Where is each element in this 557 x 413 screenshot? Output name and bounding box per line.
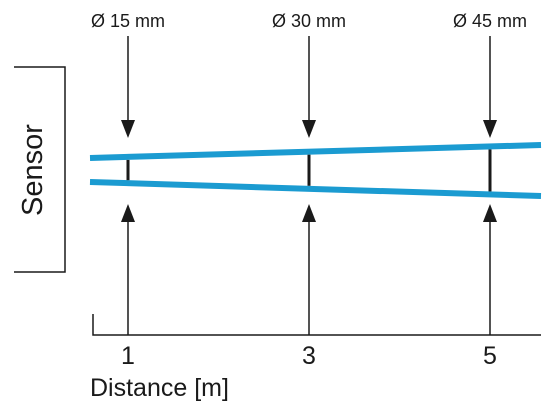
diameter-label: Ø 30 mm [272, 11, 346, 31]
top-arrow-head [302, 120, 316, 138]
beam-upper-line [89, 142, 542, 161]
sensor-bracket [14, 66, 66, 273]
diameter-label: Ø 45 mm [453, 11, 527, 31]
bottom-arrow-head [121, 204, 135, 222]
axis-ticks: 1 3 5 [121, 342, 497, 370]
tick-label: 1 [121, 342, 135, 370]
beam-lower-line [89, 179, 542, 199]
x-axis-label: Distance [m] [90, 374, 229, 402]
sensor-label: Sensor [17, 124, 49, 216]
bottom-arrow-head [483, 204, 497, 222]
top-arrow-head [483, 120, 497, 138]
measurement-markers: Ø 15 mm Ø 30 mm Ø 45 mm [91, 11, 527, 335]
distance-axis [92, 314, 541, 336]
tick-label: 3 [302, 342, 316, 370]
bottom-arrow-head [302, 204, 316, 222]
top-arrow-head [121, 120, 135, 138]
tick-label: 5 [483, 342, 497, 370]
diameter-label: Ø 15 mm [91, 11, 165, 31]
